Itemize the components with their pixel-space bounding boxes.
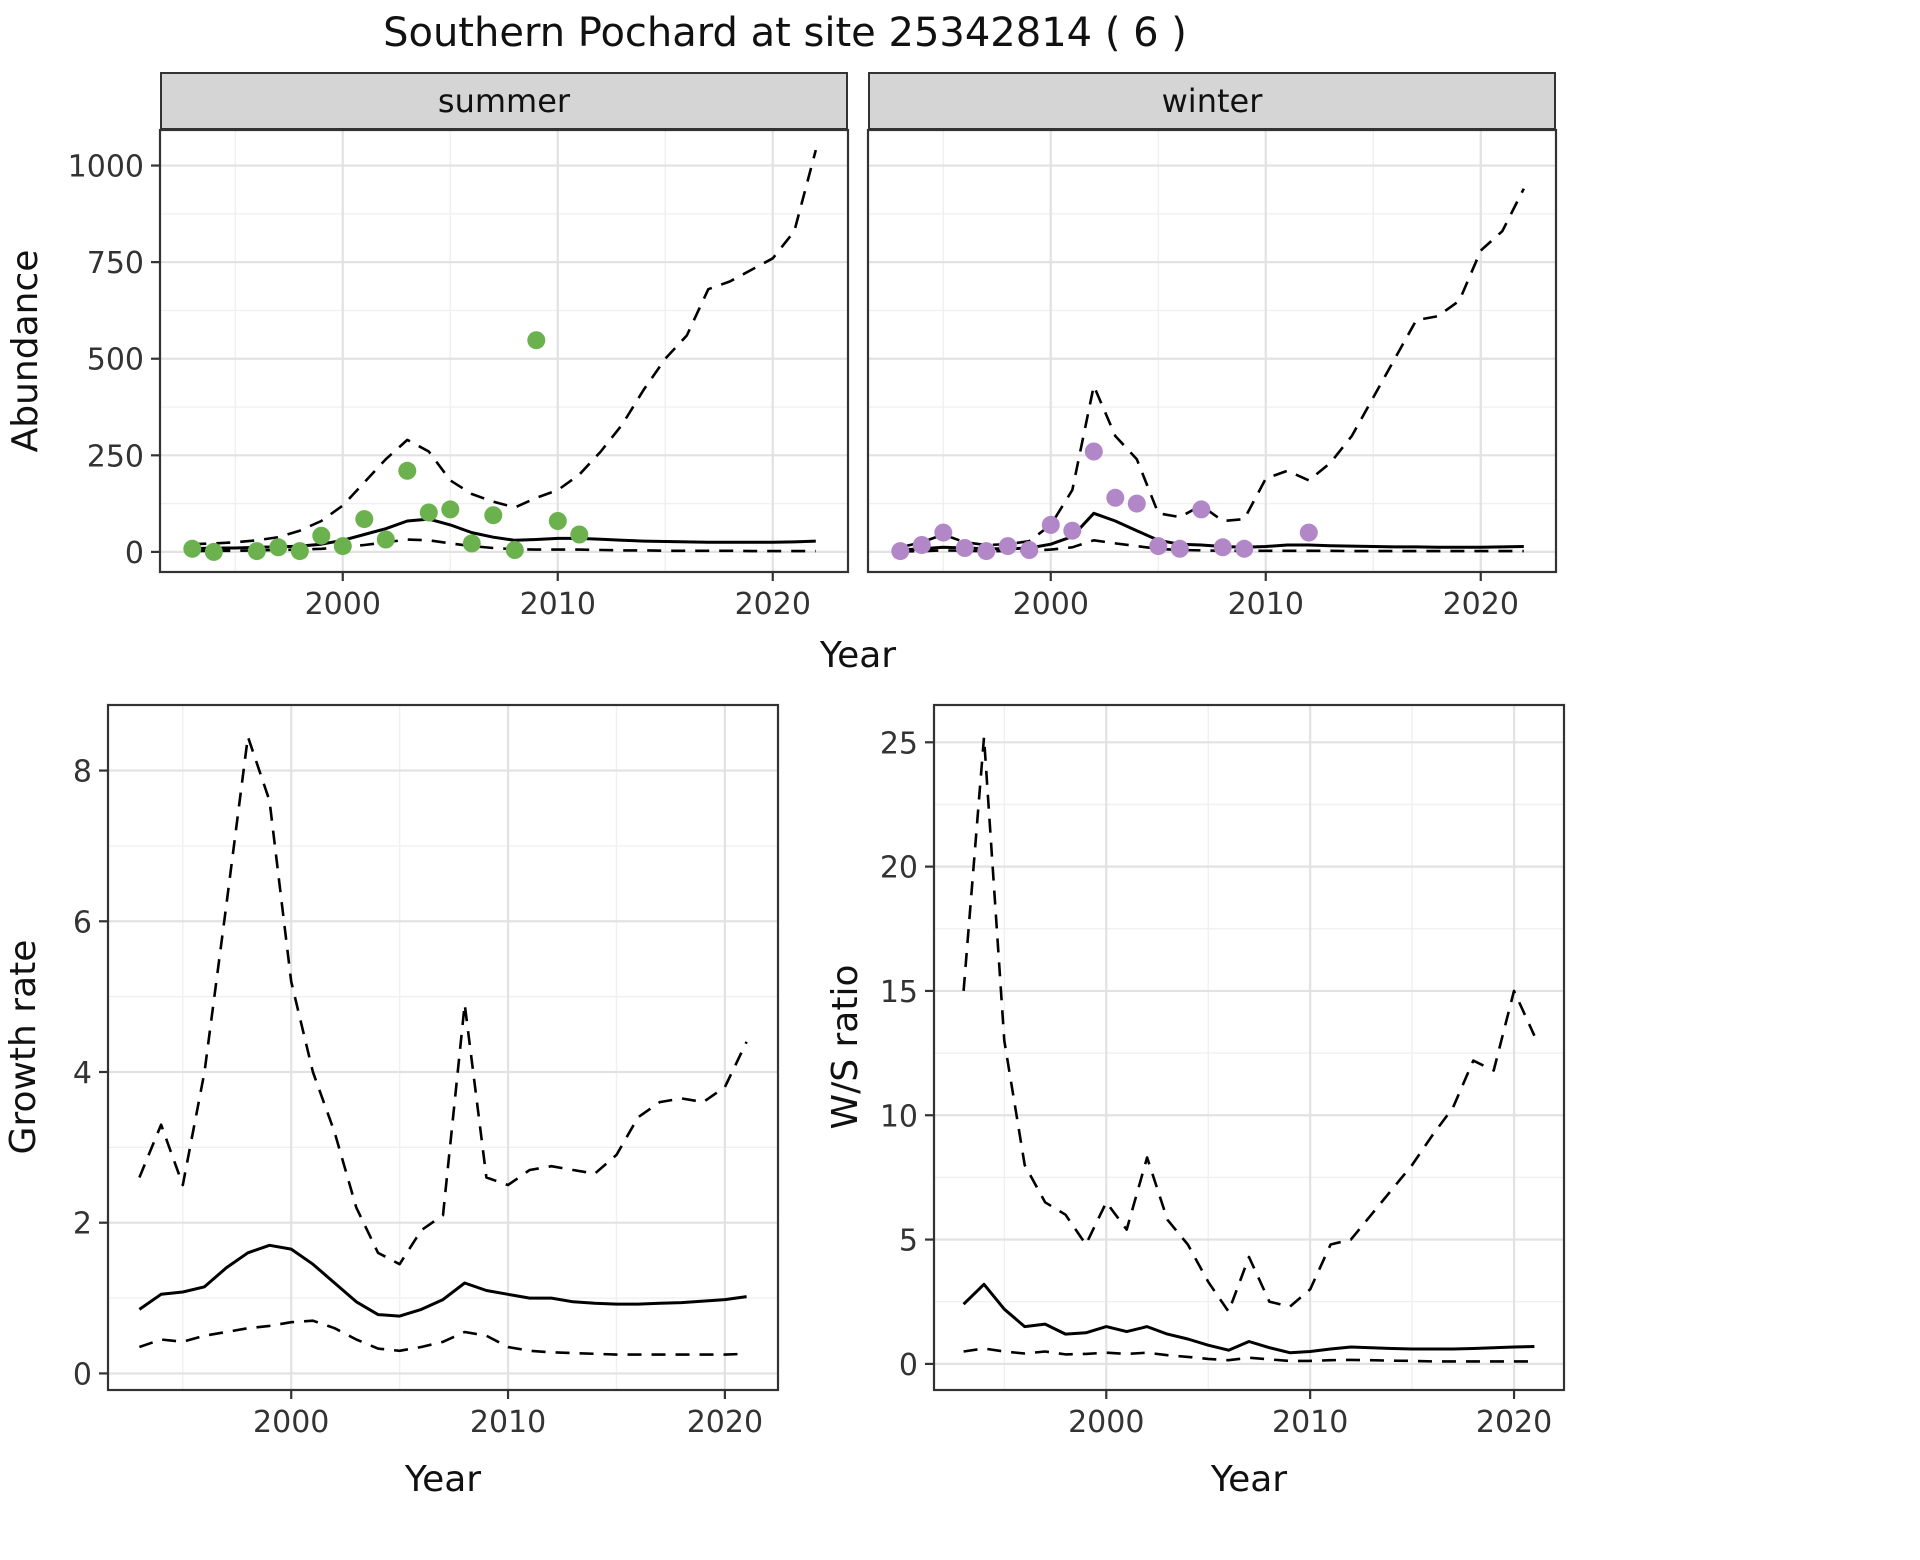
upper-ci-line [962, 736, 1536, 1313]
y-tick-label: 20 [880, 851, 918, 886]
summer-abundance-panel: 2000 2010 2020 0 250 500 750 1000 [60, 72, 852, 632]
panel-background [934, 705, 1564, 1390]
lower-ci-line [138, 1319, 747, 1356]
observation-point [527, 331, 546, 350]
x-tick-label: 2020 [687, 1405, 763, 1440]
ratio-x-axis-label: Year [1210, 1459, 1288, 1500]
panel-background [868, 130, 1556, 572]
y-tick-label: 2 [73, 1207, 92, 1242]
y-tick-label: 0 [125, 536, 144, 571]
y-tick-label: 25 [880, 726, 918, 761]
observation-point [290, 542, 309, 561]
observation-point [1041, 515, 1060, 534]
y-tick-label: 250 [87, 439, 144, 474]
observation-point [934, 523, 953, 542]
panel-background [160, 130, 848, 572]
x-tick-label: 2000 [305, 587, 381, 622]
observation-point [1106, 488, 1125, 507]
observation-point [484, 506, 503, 525]
y-tick-label: 4 [73, 1056, 92, 1091]
x-tick-label: 2020 [735, 587, 811, 622]
panel-border [106, 703, 780, 1392]
observation-point [1084, 442, 1103, 461]
observation-point [398, 461, 417, 480]
observation-point [1235, 539, 1254, 558]
x-tick-label: 2010 [1228, 587, 1304, 622]
observation-point [1127, 494, 1146, 513]
observation-point [1213, 538, 1232, 557]
y-tick-label: 8 [73, 755, 92, 790]
observation-point [912, 536, 931, 554]
winter-abundance-panel: 2000 2010 2020 [858, 72, 1562, 632]
observation-point [891, 542, 910, 561]
x-tick-label: 2000 [1013, 587, 1089, 622]
growth-rate-svg: 2000 2010 2020 0 2 4 6 8 [73, 703, 780, 1440]
observation-point [570, 525, 589, 544]
observation-point [548, 512, 567, 530]
observation-point [419, 503, 438, 522]
y-tick-label: 15 [880, 975, 918, 1010]
y-tick-label: 0 [73, 1357, 92, 1392]
x-tick-label: 2020 [1443, 587, 1519, 622]
y-tick-label: 6 [73, 905, 92, 940]
y-tick-label: 500 [87, 343, 144, 378]
x-tick-label: 2020 [1476, 1405, 1552, 1440]
y-tick-label: 1000 [68, 150, 144, 185]
observation-point [1063, 521, 1082, 540]
observation-point [977, 542, 996, 561]
observation-point [355, 510, 374, 529]
observation-point [955, 539, 974, 557]
facet-strip-summer: summer [160, 72, 848, 130]
median-fit-line [138, 1243, 747, 1318]
observation-point [1170, 539, 1189, 558]
x-tick-label: 2010 [470, 1405, 546, 1440]
y-tick-label: 5 [899, 1224, 918, 1259]
observation-point [441, 500, 460, 519]
y-tick-label: 750 [87, 246, 144, 281]
x-tick-label: 2010 [1272, 1405, 1348, 1440]
observation-point [1149, 537, 1168, 556]
observation-point [1192, 500, 1211, 519]
abundance-winter-svg: 2000 2010 2020 [866, 128, 1558, 622]
top-x-axis-label: Year [819, 635, 897, 676]
chart-title: Southern Pochard at site 25342814 ( 6 ) [383, 10, 1187, 56]
observation-point [1020, 541, 1039, 559]
growth-rate-panel: 2000 2010 2020 0 2 4 6 8 [40, 690, 788, 1454]
observation-point [312, 526, 331, 545]
y-tick-label: 0 [899, 1348, 918, 1383]
y-tick-label: 10 [880, 1099, 918, 1134]
panel-border [932, 703, 1566, 1392]
observation-point [998, 537, 1017, 556]
panel-background [108, 705, 778, 1390]
panel-border [158, 128, 850, 574]
ws-ratio-panel: 2000 2010 2020 0 5 10 15 20 25 [862, 690, 1574, 1454]
median-fit-line [962, 1282, 1535, 1355]
abundance-axis-label: Abundance [5, 249, 46, 453]
abundance-summer-svg: 2000 2010 2020 0 250 500 750 1000 [68, 128, 850, 622]
x-tick-label: 2000 [1068, 1405, 1144, 1440]
observation-point [1299, 523, 1318, 542]
observation-point [183, 539, 202, 558]
ws-ratio-svg: 2000 2010 2020 0 5 10 15 20 25 [880, 703, 1566, 1440]
observation-point [333, 537, 352, 556]
observation-point [247, 542, 266, 561]
upper-ci-line [138, 735, 748, 1266]
observation-point [204, 542, 223, 561]
observation-point [376, 530, 395, 549]
growth-x-axis-label: Year [404, 1459, 482, 1500]
x-tick-label: 2000 [253, 1405, 329, 1440]
panel-border [866, 128, 1558, 574]
x-tick-label: 2010 [520, 587, 596, 622]
observation-point [269, 538, 288, 557]
upper-ci-line [192, 149, 818, 546]
observation-point [505, 541, 524, 559]
observation-point [462, 534, 481, 553]
